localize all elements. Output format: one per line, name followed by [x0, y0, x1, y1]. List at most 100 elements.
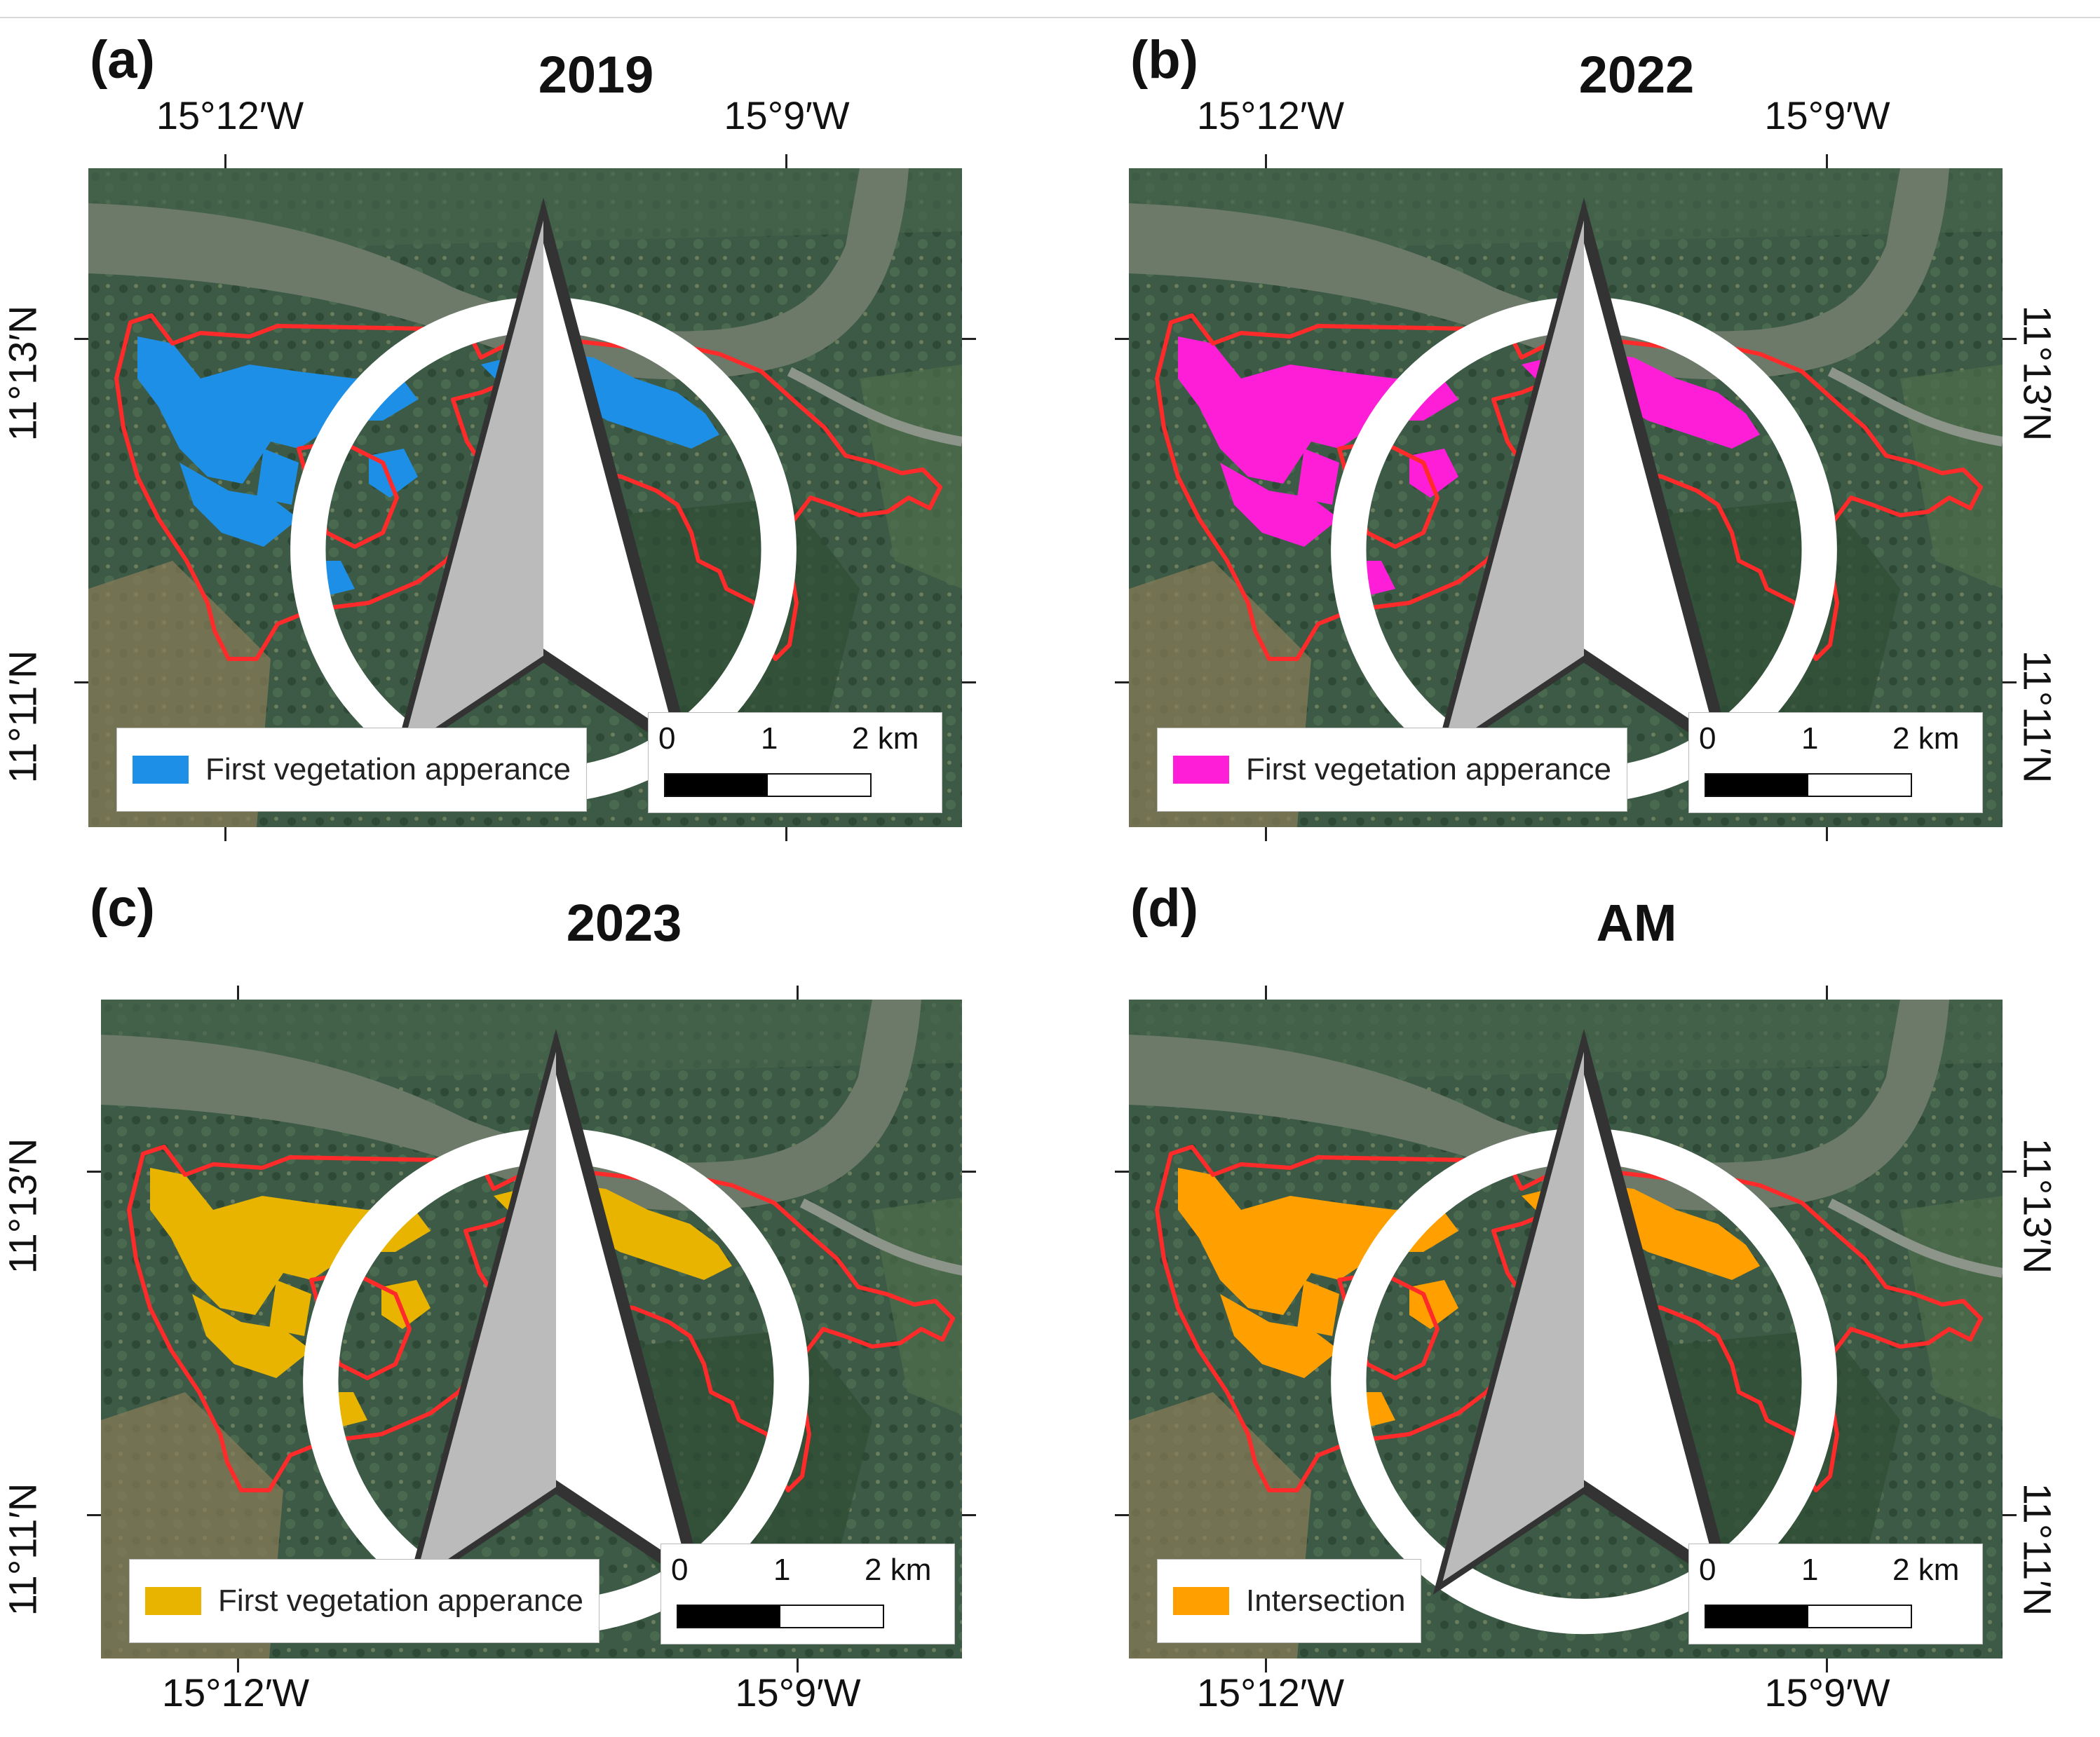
- scale-bar-graphic: [1705, 773, 1912, 797]
- tick: [1826, 986, 1828, 1000]
- panel-c: (c) 2023 11°13′N 11°11′N First vegetatio…: [0, 862, 1038, 1715]
- tick: [962, 338, 976, 340]
- panel-d: (d) AM 11°13′N 11°11′N Intersection 0 1 2 k…: [1041, 862, 2078, 1715]
- tick: [797, 1658, 799, 1673]
- vegetation-overlay: [1220, 1294, 1339, 1378]
- vegetation-overlay: [1297, 1280, 1339, 1336]
- tick: [2003, 1514, 2017, 1516]
- lat-label-right-bottom: 11°11′N: [2015, 1483, 2060, 1616]
- legend-label: First vegetation apperance: [205, 752, 571, 786]
- vegetation-overlay: [1178, 1168, 1458, 1315]
- land-patch: [88, 168, 962, 252]
- river: [101, 1000, 921, 1211]
- lon-label-top-right: 15°9′W: [1764, 93, 1890, 137]
- tick: [74, 338, 88, 340]
- tick: [224, 154, 226, 168]
- river: [88, 168, 909, 380]
- vegetation-overlay: [1220, 463, 1339, 547]
- satellite-map: First vegetation apperance 0 1 2 km: [88, 168, 962, 827]
- tick: [785, 827, 787, 841]
- panel-b: (b) 2022 15°12′W 15°9′W 11°13′N 11°11′N …: [1041, 14, 2078, 855]
- river: [1129, 1000, 1949, 1211]
- lat-label-right-top: 11°13′N: [2015, 1138, 2060, 1274]
- legend-label: First vegetation apperance: [1246, 752, 1611, 786]
- lon-label-bottom-left: 15°12′W: [1196, 1670, 1345, 1715]
- vegetation-overlay: [150, 1168, 431, 1315]
- scale-bar: 0 1 2 km: [1688, 712, 1983, 813]
- scale-bar: 0 1 2 km: [661, 1544, 955, 1644]
- panel-title: 2019: [538, 46, 654, 104]
- vegetation-overlay: [192, 1294, 311, 1378]
- north-arrow-icon: [1147, 185, 1837, 803]
- lon-label-bottom-left: 15°12′W: [161, 1670, 310, 1715]
- land-patch: [1129, 168, 2003, 252]
- panel-label: (d): [1130, 878, 1199, 938]
- legend-label: Intersection: [1246, 1583, 1406, 1618]
- river-branch: [1827, 367, 2003, 447]
- tick: [87, 1171, 101, 1173]
- legend-swatch: [145, 1587, 201, 1615]
- tick: [962, 681, 976, 683]
- lat-label-left-top: 11°13′N: [0, 305, 45, 442]
- scale-label: 2 km: [1892, 721, 1960, 756]
- scale-label: 1: [1801, 721, 1819, 756]
- tick: [1826, 154, 1828, 168]
- top-rule: [0, 17, 2100, 18]
- lat-label-left-bottom: 11°11′N: [0, 1483, 45, 1616]
- scale-bar: 0 1 2 km: [648, 712, 942, 813]
- map-legend: First vegetation apperance: [1157, 728, 1627, 812]
- vegetation-overlay: [257, 449, 299, 505]
- land-patch: [1129, 1000, 2003, 1084]
- panel-label: (a): [90, 30, 155, 90]
- tick: [797, 986, 799, 1000]
- tick: [1115, 681, 1129, 683]
- tick: [962, 1514, 976, 1516]
- scale-label: 0: [1699, 721, 1716, 756]
- river-branch: [787, 367, 962, 447]
- scale-bar-segment: [1706, 775, 1808, 796]
- vegetation-overlay: [179, 463, 299, 547]
- panel-a: (a) 2019 15°12′W 15°9′W 11°13′N 11°11′N …: [0, 14, 1038, 855]
- scale-label: 2 km: [865, 1553, 932, 1587]
- scale-bar: 0 1 2 km: [1688, 1544, 1983, 1644]
- tick: [2003, 1171, 2017, 1173]
- satellite-map: Intersection 0 1 2 km: [1129, 1000, 2003, 1658]
- lat-label-left-bottom: 11°11′N: [0, 650, 45, 784]
- scale-label: 0: [671, 1553, 689, 1587]
- tick: [87, 1514, 101, 1516]
- tick: [1826, 827, 1828, 841]
- lat-label-right-bottom: 11°11′N: [2015, 650, 2060, 784]
- tick: [1115, 338, 1129, 340]
- panel-title: 2023: [566, 894, 682, 952]
- scale-bar-segment: [665, 775, 768, 796]
- tick: [237, 986, 239, 1000]
- panel-title: AM: [1596, 894, 1677, 952]
- scale-label: 0: [658, 721, 676, 756]
- lat-label-left-top: 11°13′N: [0, 1138, 45, 1274]
- panel-label: (c): [90, 878, 155, 938]
- lon-label-top-right: 15°9′W: [724, 93, 850, 137]
- north-arrow-icon: [107, 185, 797, 803]
- scale-label: 0: [1699, 1553, 1716, 1587]
- north-arrow-icon: [1147, 1016, 1837, 1635]
- scale-bar-graphic: [664, 773, 872, 797]
- lon-label-top-left: 15°12′W: [156, 93, 304, 137]
- scale-bar-segment: [678, 1606, 780, 1627]
- legend-swatch: [1173, 756, 1229, 784]
- scale-bar-segment: [1706, 1606, 1808, 1627]
- river-branch: [799, 1198, 962, 1276]
- scale-bar-graphic: [677, 1605, 884, 1628]
- tick: [1826, 1658, 1828, 1673]
- land-patch: [101, 1000, 962, 1084]
- tick: [224, 827, 226, 841]
- tick: [1115, 1514, 1129, 1516]
- tick: [1265, 154, 1267, 168]
- satellite-map: First vegetation apperance 0 1 2 km: [101, 1000, 962, 1658]
- vegetation-overlay: [137, 336, 418, 484]
- scale-label: 1: [761, 721, 778, 756]
- scale-bar-graphic: [1705, 1605, 1912, 1628]
- tick: [1265, 986, 1267, 1000]
- lon-label-bottom-right: 15°9′W: [1764, 1670, 1890, 1715]
- tick: [1265, 1658, 1267, 1673]
- tick: [2003, 338, 2017, 340]
